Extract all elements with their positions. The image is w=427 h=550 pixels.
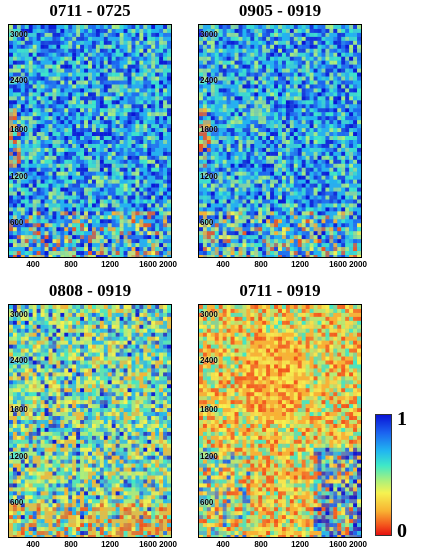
panel-0808-0919: 0808 - 0919 3000 2400 1800 1200 600 400 800 120… bbox=[0, 280, 180, 549]
map-image bbox=[9, 25, 171, 257]
y-tick-label: 2400 bbox=[200, 356, 218, 365]
colorbar-max-label: 1 bbox=[397, 408, 407, 430]
map-image bbox=[199, 25, 361, 257]
x-tick-label: 800 bbox=[254, 260, 268, 269]
y-tick-label: 1800 bbox=[10, 125, 28, 134]
y-tick-label: 1200 bbox=[10, 172, 28, 181]
y-tick-label: 2400 bbox=[200, 76, 218, 85]
y-tick-label: 2400 bbox=[10, 76, 28, 85]
x-tick-label: 1600 bbox=[329, 540, 347, 549]
y-tick-label: 1800 bbox=[200, 125, 218, 134]
panel-title: 0711 - 0725 bbox=[49, 1, 131, 20]
x-tick-label: 800 bbox=[64, 260, 78, 269]
y-tick-label: 3000 bbox=[200, 310, 218, 319]
map-image bbox=[199, 305, 361, 537]
panel-title: 0808 - 0919 bbox=[48, 281, 132, 300]
coherence-map bbox=[198, 24, 362, 258]
x-tick-label: 400 bbox=[216, 540, 230, 549]
y-tick-label: 600 bbox=[200, 218, 214, 227]
x-tick-label: 1200 bbox=[291, 260, 309, 269]
y-tick-label: 3000 bbox=[10, 310, 28, 319]
panel-0711-0725: 0711 - 0725 3000 2400 1800 1200 600 400 800 120… bbox=[0, 0, 180, 269]
colorbar-min-label: 0 bbox=[397, 520, 407, 542]
x-tick-label: 2000 bbox=[159, 260, 177, 269]
x-tick-label: 2000 bbox=[159, 540, 177, 549]
x-tick-label: 400 bbox=[26, 260, 40, 269]
y-tick-label: 600 bbox=[10, 218, 24, 227]
x-tick-label: 1600 bbox=[329, 260, 347, 269]
y-tick-label: 3000 bbox=[200, 30, 218, 39]
x-tick-label: 800 bbox=[254, 540, 268, 549]
y-tick-label: 1800 bbox=[10, 405, 28, 414]
y-tick-label: 1200 bbox=[200, 452, 218, 461]
x-tick-label: 2000 bbox=[349, 540, 367, 549]
x-tick-label: 1600 bbox=[139, 540, 157, 549]
x-tick-label: 1200 bbox=[291, 540, 309, 549]
x-tick-label: 400 bbox=[216, 260, 230, 269]
x-tick-label: 1200 bbox=[101, 260, 119, 269]
panel-0905-0919: 0905 - 0919 3000 2400 1800 1200 600 400 800 120… bbox=[190, 0, 370, 269]
x-tick-label: 1200 bbox=[101, 540, 119, 549]
panel-title: 0711 - 0919 bbox=[239, 281, 321, 300]
y-tick-label: 2400 bbox=[10, 356, 28, 365]
y-tick-label: 1200 bbox=[200, 172, 218, 181]
map-image bbox=[9, 305, 171, 537]
y-tick-label: 1800 bbox=[200, 405, 218, 414]
x-tick-label: 800 bbox=[64, 540, 78, 549]
y-tick-label: 600 bbox=[10, 498, 24, 507]
x-tick-label: 400 bbox=[26, 540, 40, 549]
coherence-map bbox=[8, 304, 172, 538]
coherence-map bbox=[8, 24, 172, 258]
y-tick-label: 1200 bbox=[10, 452, 28, 461]
coherence-map bbox=[198, 304, 362, 538]
panel-0711-0919: 0711 - 0919 3000 2400 1800 1200 600 400 800 120… bbox=[190, 280, 370, 549]
x-tick-label: 1600 bbox=[139, 260, 157, 269]
panel-title: 0905 - 0919 bbox=[238, 1, 322, 20]
colorbar bbox=[375, 414, 392, 536]
y-tick-label: 600 bbox=[200, 498, 214, 507]
y-tick-label: 3000 bbox=[10, 30, 28, 39]
x-tick-label: 2000 bbox=[349, 260, 367, 269]
